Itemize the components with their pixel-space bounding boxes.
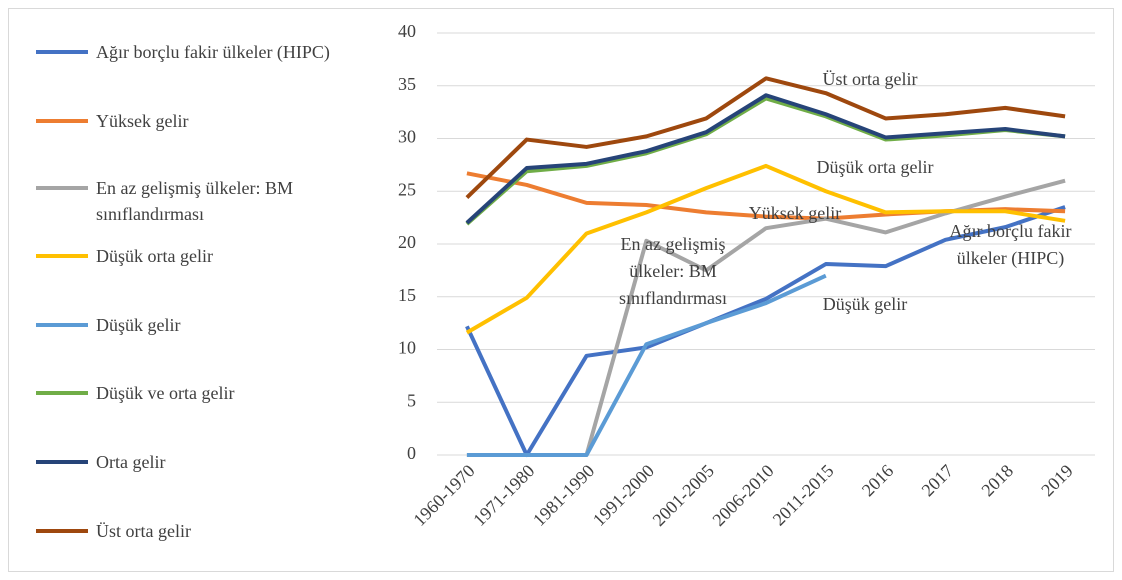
x-tick-label: 2017 — [918, 461, 958, 501]
legend-swatch — [36, 529, 88, 533]
series-line — [465, 76, 1066, 200]
x-tick-label: 2019 — [1037, 461, 1077, 501]
y-tick-label: 15 — [398, 285, 416, 305]
y-tick-label: 20 — [398, 232, 416, 252]
series-line — [465, 93, 1066, 225]
legend-entry: Ağır borçlu fakir ülkeler (HIPC) — [36, 39, 366, 65]
legend-label: Yüksek gelir — [96, 111, 189, 131]
series-line — [465, 205, 1066, 457]
y-tick-label: 35 — [398, 74, 416, 94]
legend-label: Düşük gelir — [96, 315, 181, 335]
x-tick-label: 2001-2005 — [649, 461, 718, 530]
legend-swatch — [36, 186, 88, 190]
legend-entry: Üst orta gelir — [36, 518, 366, 544]
legend-swatch — [36, 119, 88, 123]
legend-entry: Düşük gelir — [36, 312, 366, 338]
legend-swatch — [36, 460, 88, 464]
legend-label: Ağır borçlu fakir ülkeler (HIPC) — [96, 42, 330, 62]
legend-swatch — [36, 391, 88, 395]
legend-label: Orta gelir — [96, 452, 166, 472]
series-line — [465, 163, 1066, 335]
annotation: Ağır borçlu fakir ülkeler (HIPC) — [949, 221, 1072, 268]
series-line — [466, 273, 827, 457]
annotation: Düşük gelir — [822, 294, 908, 314]
y-tick-label: 0 — [407, 443, 416, 463]
annotation: Yüksek gelir — [748, 203, 842, 223]
frame — [8, 8, 1114, 572]
legend-label: Düşük ve orta gelir — [96, 383, 235, 403]
y-tick-label: 25 — [398, 179, 416, 199]
x-tick-label: 1971-1980 — [469, 461, 538, 530]
x-tick-label: 1981-1990 — [529, 461, 598, 530]
legend-swatch — [36, 50, 88, 54]
annotation: Düşük orta gelir — [816, 157, 934, 177]
x-tick-label: 2018 — [977, 461, 1017, 501]
x-tick-label: 2011-2015 — [769, 461, 838, 530]
legend-entry: Orta gelir — [36, 449, 366, 475]
x-tick-label: 2006-2010 — [708, 461, 777, 530]
y-tick-label: 10 — [398, 338, 416, 358]
y-tick-label: 30 — [398, 127, 416, 147]
legend-label: En az gelişmiş ülkeler: BM sınıflandırma… — [96, 178, 293, 224]
legend-entry: Düşük orta gelir — [36, 243, 366, 269]
x-tick-label: 1960-1970 — [409, 461, 478, 530]
legend-label: Düşük orta gelir — [96, 246, 213, 266]
annotation: Üst orta gelir — [822, 69, 918, 89]
legend-swatch — [36, 323, 88, 327]
annotation: En az gelişmiş ülkeler: BM sınıflandırma… — [619, 234, 727, 308]
legend-entry: Yüksek gelir — [36, 108, 366, 134]
y-tick-label: 5 — [407, 390, 416, 410]
x-tick-label: 1991-2000 — [589, 461, 658, 530]
legend-entry: En az gelişmiş ülkeler: BM sınıflandırma… — [36, 175, 366, 227]
y-tick-label: 40 — [398, 21, 416, 41]
legend-swatch — [36, 254, 88, 258]
legend-entry: Düşük ve orta gelir — [36, 380, 366, 406]
legend-label: Üst orta gelir — [96, 521, 191, 541]
x-tick-label: 2016 — [858, 461, 898, 501]
